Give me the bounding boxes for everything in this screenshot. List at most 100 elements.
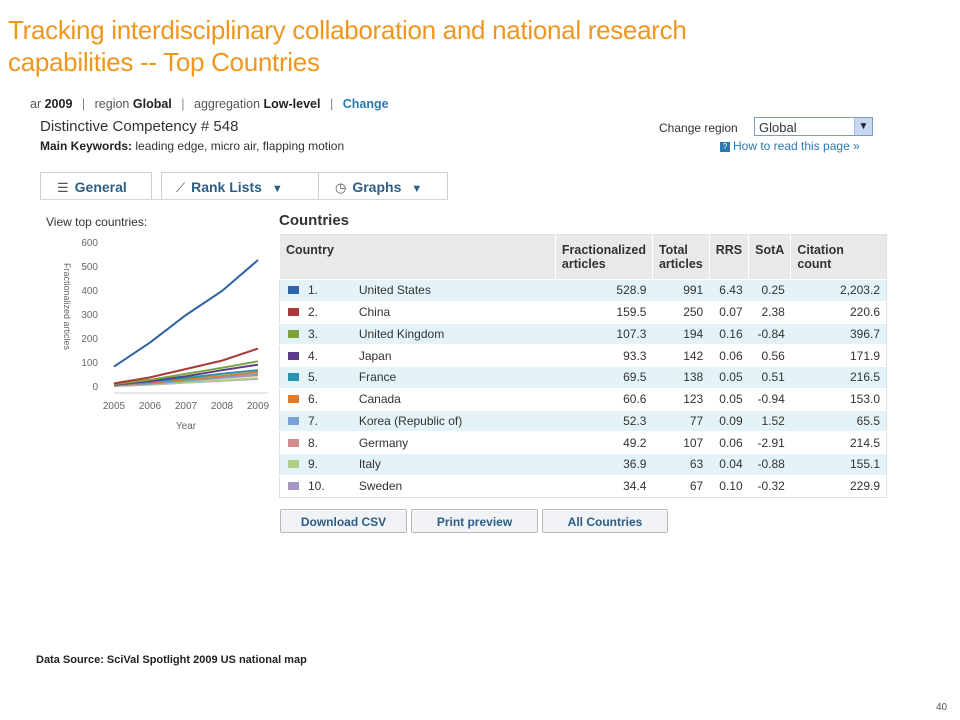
total-articles-cell: 138 xyxy=(652,366,710,389)
breadcrumb-year-prefix: ar xyxy=(30,97,42,111)
rank-cell: 9. xyxy=(302,453,353,476)
rank-cell: 4. xyxy=(302,344,353,367)
rrs-cell: 0.07 xyxy=(709,300,749,323)
chevron-down-icon[interactable]: ▼ xyxy=(854,118,872,135)
print-preview-button[interactable]: Print preview xyxy=(411,509,538,533)
legend-swatch xyxy=(288,460,299,469)
y-axis-label: Fractionalized articles xyxy=(62,263,72,351)
column-header-total[interactable]: Total articles xyxy=(651,234,710,280)
x-tick-label: 2009 xyxy=(247,401,270,412)
breadcrumb-year: 2009 xyxy=(44,97,73,111)
country-name-cell: Italy xyxy=(352,453,556,476)
fractionalized-cell: 49.2 xyxy=(555,431,653,454)
countries-table: Country Fractionalized articles Total ar… xyxy=(279,234,887,498)
rank-cell: 7. xyxy=(302,409,353,432)
table-row[interactable]: 4. Japan 93.3 142 0.06 0.56 171.9 xyxy=(279,344,887,367)
rrs-cell: 0.05 xyxy=(709,387,749,410)
tab-graphs[interactable]: ◷ Graphs ▼ xyxy=(318,172,448,199)
rrs-cell: 0.05 xyxy=(709,366,749,389)
total-articles-cell: 63 xyxy=(652,453,710,476)
countries-line-chart: 0 100 200 300 400 500 600 2005 2006 2007 2008 2009… xyxy=(62,238,270,432)
sota-cell: -0.94 xyxy=(748,387,791,410)
sota-cell: -0.32 xyxy=(748,474,791,497)
rrs-cell: 6.43 xyxy=(709,279,749,302)
fractionalized-cell: 60.6 xyxy=(555,387,653,410)
country-swatch xyxy=(279,387,302,410)
table-row[interactable]: 5. France 69.5 138 0.05 0.51 216.5 xyxy=(279,366,887,389)
column-header-fractionalized[interactable]: Fractionalized articles xyxy=(554,234,653,280)
fractionalized-cell: 93.3 xyxy=(555,344,653,367)
country-swatch xyxy=(279,431,302,454)
x-axis-label: Year xyxy=(176,421,197,432)
download-csv-button[interactable]: Download CSV xyxy=(280,509,407,533)
y-tick-label: 300 xyxy=(81,310,98,321)
table-row[interactable]: 1. United States 528.9 991 6.43 0.25 2,203.2 xyxy=(279,279,887,302)
fractionalized-cell: 159.5 xyxy=(555,300,653,323)
chevron-down-icon[interactable]: ▼ xyxy=(411,183,423,195)
citation-cell: 155.1 xyxy=(790,453,887,476)
legend-swatch xyxy=(288,329,299,338)
x-tick-label: 2007 xyxy=(175,401,198,412)
change-link[interactable]: Change xyxy=(342,97,389,111)
all-countries-button[interactable]: All Countries xyxy=(542,509,668,533)
total-articles-cell: 77 xyxy=(652,409,710,432)
country-name-cell: United Kingdom xyxy=(352,322,556,345)
fractionalized-cell: 34.4 xyxy=(555,474,653,497)
series-line xyxy=(113,259,259,368)
column-header-country[interactable]: Country xyxy=(279,234,556,280)
legend-swatch xyxy=(288,395,299,404)
legend-swatch xyxy=(288,308,299,317)
sota-cell: 0.25 xyxy=(748,279,791,302)
table-row[interactable]: 9. Italy 36.9 63 0.04 -0.88 155.1 xyxy=(279,453,887,476)
x-tick-label: 2005 xyxy=(103,401,126,412)
table-row[interactable]: 8. Germany 49.2 107 0.06 -2.91 214.5 xyxy=(279,431,887,454)
table-row[interactable]: 7. Korea (Republic of) 52.3 77 0.09 1.52 65.5 xyxy=(279,409,887,432)
rank-cell: 3. xyxy=(302,322,353,345)
table-header-row: Country Fractionalized articles Total ar… xyxy=(279,234,887,280)
country-name-cell: China xyxy=(352,300,556,323)
tab-general[interactable]: ☰ General xyxy=(40,172,152,199)
legend-swatch xyxy=(288,416,299,425)
country-name-cell: Korea (Republic of) xyxy=(352,409,556,432)
total-articles-cell: 142 xyxy=(652,344,710,367)
line-chart-icon: ⟋ xyxy=(176,180,186,195)
tab-rank-lists[interactable]: ⟋ Rank Lists ▼ xyxy=(161,172,349,199)
table-row[interactable]: 6. Canada 60.6 123 0.05 -0.94 153.0 xyxy=(279,387,887,410)
clock-icon: ◷ xyxy=(335,180,347,195)
column-header-rrs[interactable]: RRS xyxy=(708,234,749,280)
column-header-citation[interactable]: Citation count xyxy=(790,234,887,280)
citation-cell: 214.5 xyxy=(790,431,887,454)
citation-cell: 65.5 xyxy=(790,409,887,432)
total-articles-cell: 194 xyxy=(652,322,710,345)
column-header-sota[interactable]: SotA xyxy=(748,234,791,280)
series-line xyxy=(113,347,259,385)
region-select[interactable]: Global ▼ xyxy=(754,117,873,136)
table-row[interactable]: 10. Sweden 34.4 67 0.10 -0.32 229.9 xyxy=(279,474,887,497)
sota-cell: -0.88 xyxy=(748,453,791,476)
region-select-value: Global xyxy=(759,120,797,135)
table-row[interactable]: 3. United Kingdom 107.3 194 0.16 -0.84 396.7 xyxy=(279,322,887,345)
fractionalized-cell: 36.9 xyxy=(555,453,653,476)
breadcrumb-separator: | xyxy=(81,97,86,111)
breadcrumb-separator: | xyxy=(181,97,185,111)
country-swatch xyxy=(279,366,302,389)
rank-cell: 6. xyxy=(302,387,353,410)
competency-title: Distinctive Competency # 548 xyxy=(40,118,239,135)
tab-general-label: General xyxy=(74,179,127,195)
y-tick-label: 100 xyxy=(81,358,98,369)
citation-cell: 229.9 xyxy=(790,474,887,497)
list-icon: ☰ xyxy=(57,180,69,195)
rrs-cell: 0.04 xyxy=(709,453,749,476)
citation-cell: 2,203.2 xyxy=(790,279,887,302)
total-articles-cell: 123 xyxy=(652,387,710,410)
table-row[interactable]: 2. China 159.5 250 0.07 2.38 220.6 xyxy=(279,300,887,323)
fractionalized-cell: 528.9 xyxy=(555,279,653,302)
country-swatch xyxy=(279,453,302,476)
data-source-note: Data Source: SciVal Spotlight 2009 US na… xyxy=(36,654,307,666)
how-to-read-link[interactable]: ? How to read this page » xyxy=(720,139,860,153)
chevron-down-icon[interactable]: ▼ xyxy=(271,183,283,195)
total-articles-cell: 67 xyxy=(652,474,710,497)
country-swatch xyxy=(279,474,302,497)
slide-title: Tracking interdisciplinary collaboration… xyxy=(8,14,908,78)
country-name-cell: France xyxy=(352,366,556,389)
